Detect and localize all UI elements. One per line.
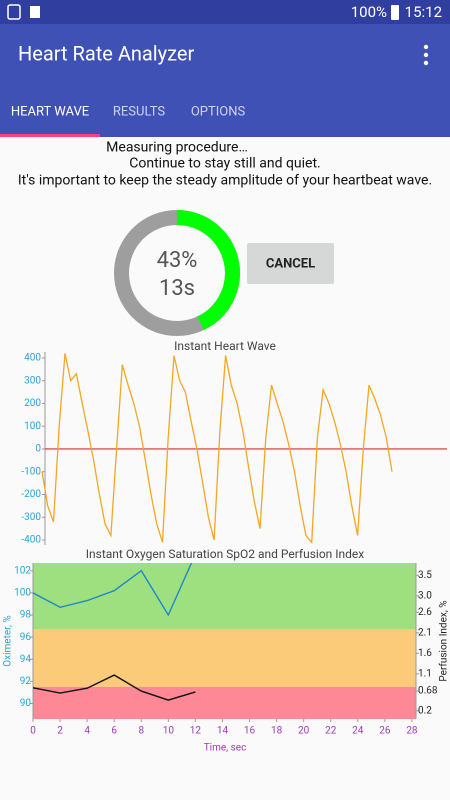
- cancel-button[interactable]: [247, 243, 334, 284]
- y-tick-label: -100: [21, 466, 41, 477]
- notification-icon: [30, 6, 40, 18]
- y-tick-label: 100: [14, 588, 31, 599]
- notification-icon: [7, 4, 21, 20]
- y2-tick-label: 2.1: [418, 627, 432, 638]
- cancel-label: CANCEL: [266, 256, 315, 271]
- app-title: Heart Rate Analyzer: [18, 41, 195, 65]
- zone: [33, 686, 416, 719]
- message-line: It's important to keep the steady amplit…: [18, 173, 432, 189]
- y2-tick-label: 0.2: [418, 705, 432, 716]
- x-tick-label: 18: [271, 726, 283, 737]
- y-tick-label: 300: [24, 375, 41, 386]
- y-tick-label: 94: [20, 654, 32, 665]
- x-tick-label: 4: [84, 726, 90, 737]
- battery-text: 100%: [351, 3, 387, 21]
- heart-wave: [41, 353, 393, 544]
- x-tick-label: 10: [163, 726, 175, 737]
- zone: [33, 563, 416, 630]
- y-tick-label: 98: [20, 610, 32, 621]
- x-axis-label: Time, sec: [204, 743, 247, 754]
- y-tick-label: -300: [21, 512, 41, 523]
- chart-title: Instant Heart Wave: [174, 339, 276, 353]
- battery-icon: [391, 5, 399, 20]
- y2-axis-label: Perfusion Index, %: [438, 600, 450, 681]
- plot-lines: [33, 563, 196, 701]
- zone: [33, 629, 416, 687]
- series-line: [33, 563, 193, 617]
- progress-arc: [176, 210, 240, 330]
- y-tick-label: 96: [20, 632, 32, 643]
- x-tick-label: 26: [379, 726, 391, 737]
- y-tick-label: 102: [14, 565, 31, 576]
- message-line: Measuring procedure…: [106, 140, 248, 156]
- x-tick-label: 24: [352, 726, 364, 737]
- x-tick-label: 12: [190, 726, 202, 737]
- y-tick-label: 200: [24, 398, 41, 409]
- y-tick-label: -200: [21, 489, 41, 500]
- y2-tick-label: 3.5: [418, 570, 432, 581]
- y2-tick-label: 1.1: [418, 668, 432, 679]
- tab-indicator: [0, 134, 100, 137]
- x-tick-label: 2: [57, 726, 63, 737]
- x-tick-label: 16: [244, 726, 256, 737]
- status-bar: [0, 0, 450, 24]
- app-bar: [0, 24, 450, 137]
- tab[interactable]: HEART WAVE: [11, 104, 89, 119]
- clock: 15:12: [405, 3, 442, 21]
- y-tick-label: 90: [20, 698, 32, 709]
- y2-tick-label: 2.6: [418, 607, 432, 618]
- y-tick-label: -400: [21, 535, 41, 546]
- chart-title: Instant Oxygen Saturation SpO2 and Perfu…: [86, 547, 365, 561]
- tab[interactable]: RESULTS: [113, 104, 165, 119]
- message-line: Continue to stay still and quiet.: [129, 156, 320, 172]
- y2-tick-label: 0.68: [418, 686, 438, 697]
- y-tick-label: 92: [20, 676, 32, 687]
- x-tick-label: 14: [217, 726, 229, 737]
- x-tick-label: 28: [406, 726, 418, 737]
- y-axis-label: Oximeter, %: [3, 615, 14, 666]
- overflow-menu[interactable]: [423, 44, 429, 66]
- y-tick-label: 400: [24, 353, 41, 364]
- x-tick-label: 8: [138, 726, 144, 737]
- y-tick-label: 100: [24, 421, 41, 432]
- x-tick-label: 22: [325, 726, 337, 737]
- y2-tick-label: 1.6: [418, 648, 432, 659]
- x-tick-label: 0: [30, 726, 36, 737]
- y-tick-label: 0: [35, 444, 41, 455]
- y2-tick-label: 3.0: [418, 590, 432, 601]
- series-line: [33, 674, 196, 701]
- tab[interactable]: OPTIONS: [191, 104, 246, 119]
- progress-time: 13s: [159, 276, 195, 301]
- x-tick-label: 6: [111, 726, 117, 737]
- progress-percent: 43%: [157, 248, 198, 273]
- x-tick-label: 20: [298, 726, 310, 737]
